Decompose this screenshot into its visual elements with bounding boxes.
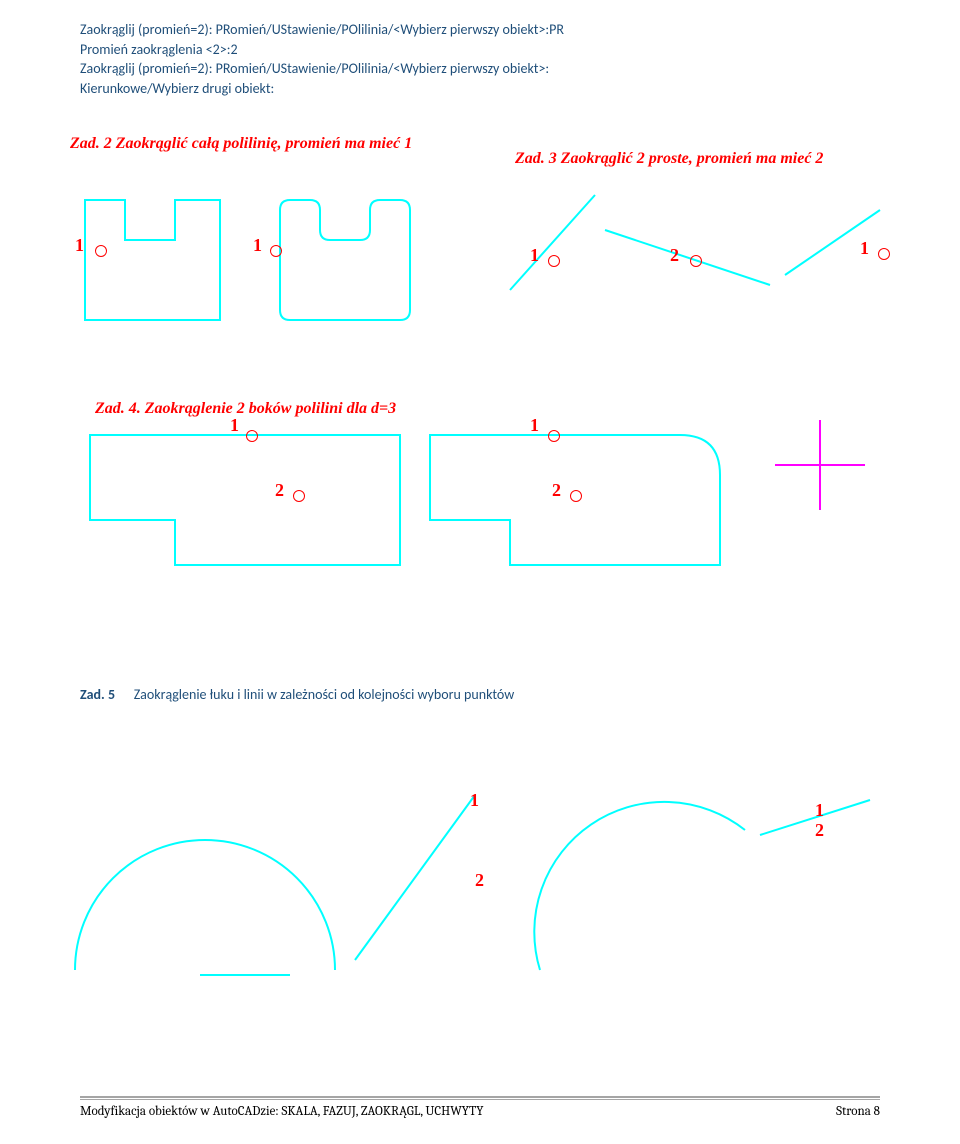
marker — [293, 490, 305, 502]
label-1: 1 — [860, 238, 869, 259]
marker — [270, 245, 282, 257]
marker — [548, 255, 560, 267]
marker — [246, 430, 258, 442]
label-1: 1 — [75, 235, 84, 256]
label-1: 1 — [530, 245, 539, 266]
marker — [690, 255, 702, 267]
label-1: 1 — [470, 790, 479, 811]
label-2: 2 — [475, 870, 484, 891]
label-1: 1 — [253, 235, 262, 256]
label-1: 1 — [815, 800, 824, 821]
zad5-row: Zad. 5 Zaokrąglenie łuku i linii w zależ… — [80, 685, 514, 704]
footer-text-row: Modyfikacja obiektów w AutoCADzie: SKALA… — [80, 1104, 880, 1119]
label-1: 1 — [230, 415, 239, 436]
label-1: 1 — [530, 415, 539, 436]
label-2: 2 — [275, 480, 284, 501]
zad5-label: Zad. 5 — [80, 686, 115, 703]
footer-page: Strona 8 — [836, 1104, 880, 1119]
footer: Modyfikacja obiektów w AutoCADzie: SKALA… — [80, 1096, 880, 1119]
drawings-svg — [0, 0, 960, 1144]
marker — [570, 490, 582, 502]
footer-line — [80, 1096, 880, 1100]
label-2: 2 — [815, 820, 824, 841]
footer-text: Modyfikacja obiektów w AutoCADzie: SKALA… — [80, 1104, 483, 1119]
label-2: 2 — [552, 480, 561, 501]
zad5-text: Zaokrąglenie łuku i linii w zależności o… — [134, 686, 515, 703]
label-2: 2 — [670, 245, 679, 266]
marker — [95, 245, 107, 257]
marker — [878, 248, 890, 260]
marker — [548, 430, 560, 442]
